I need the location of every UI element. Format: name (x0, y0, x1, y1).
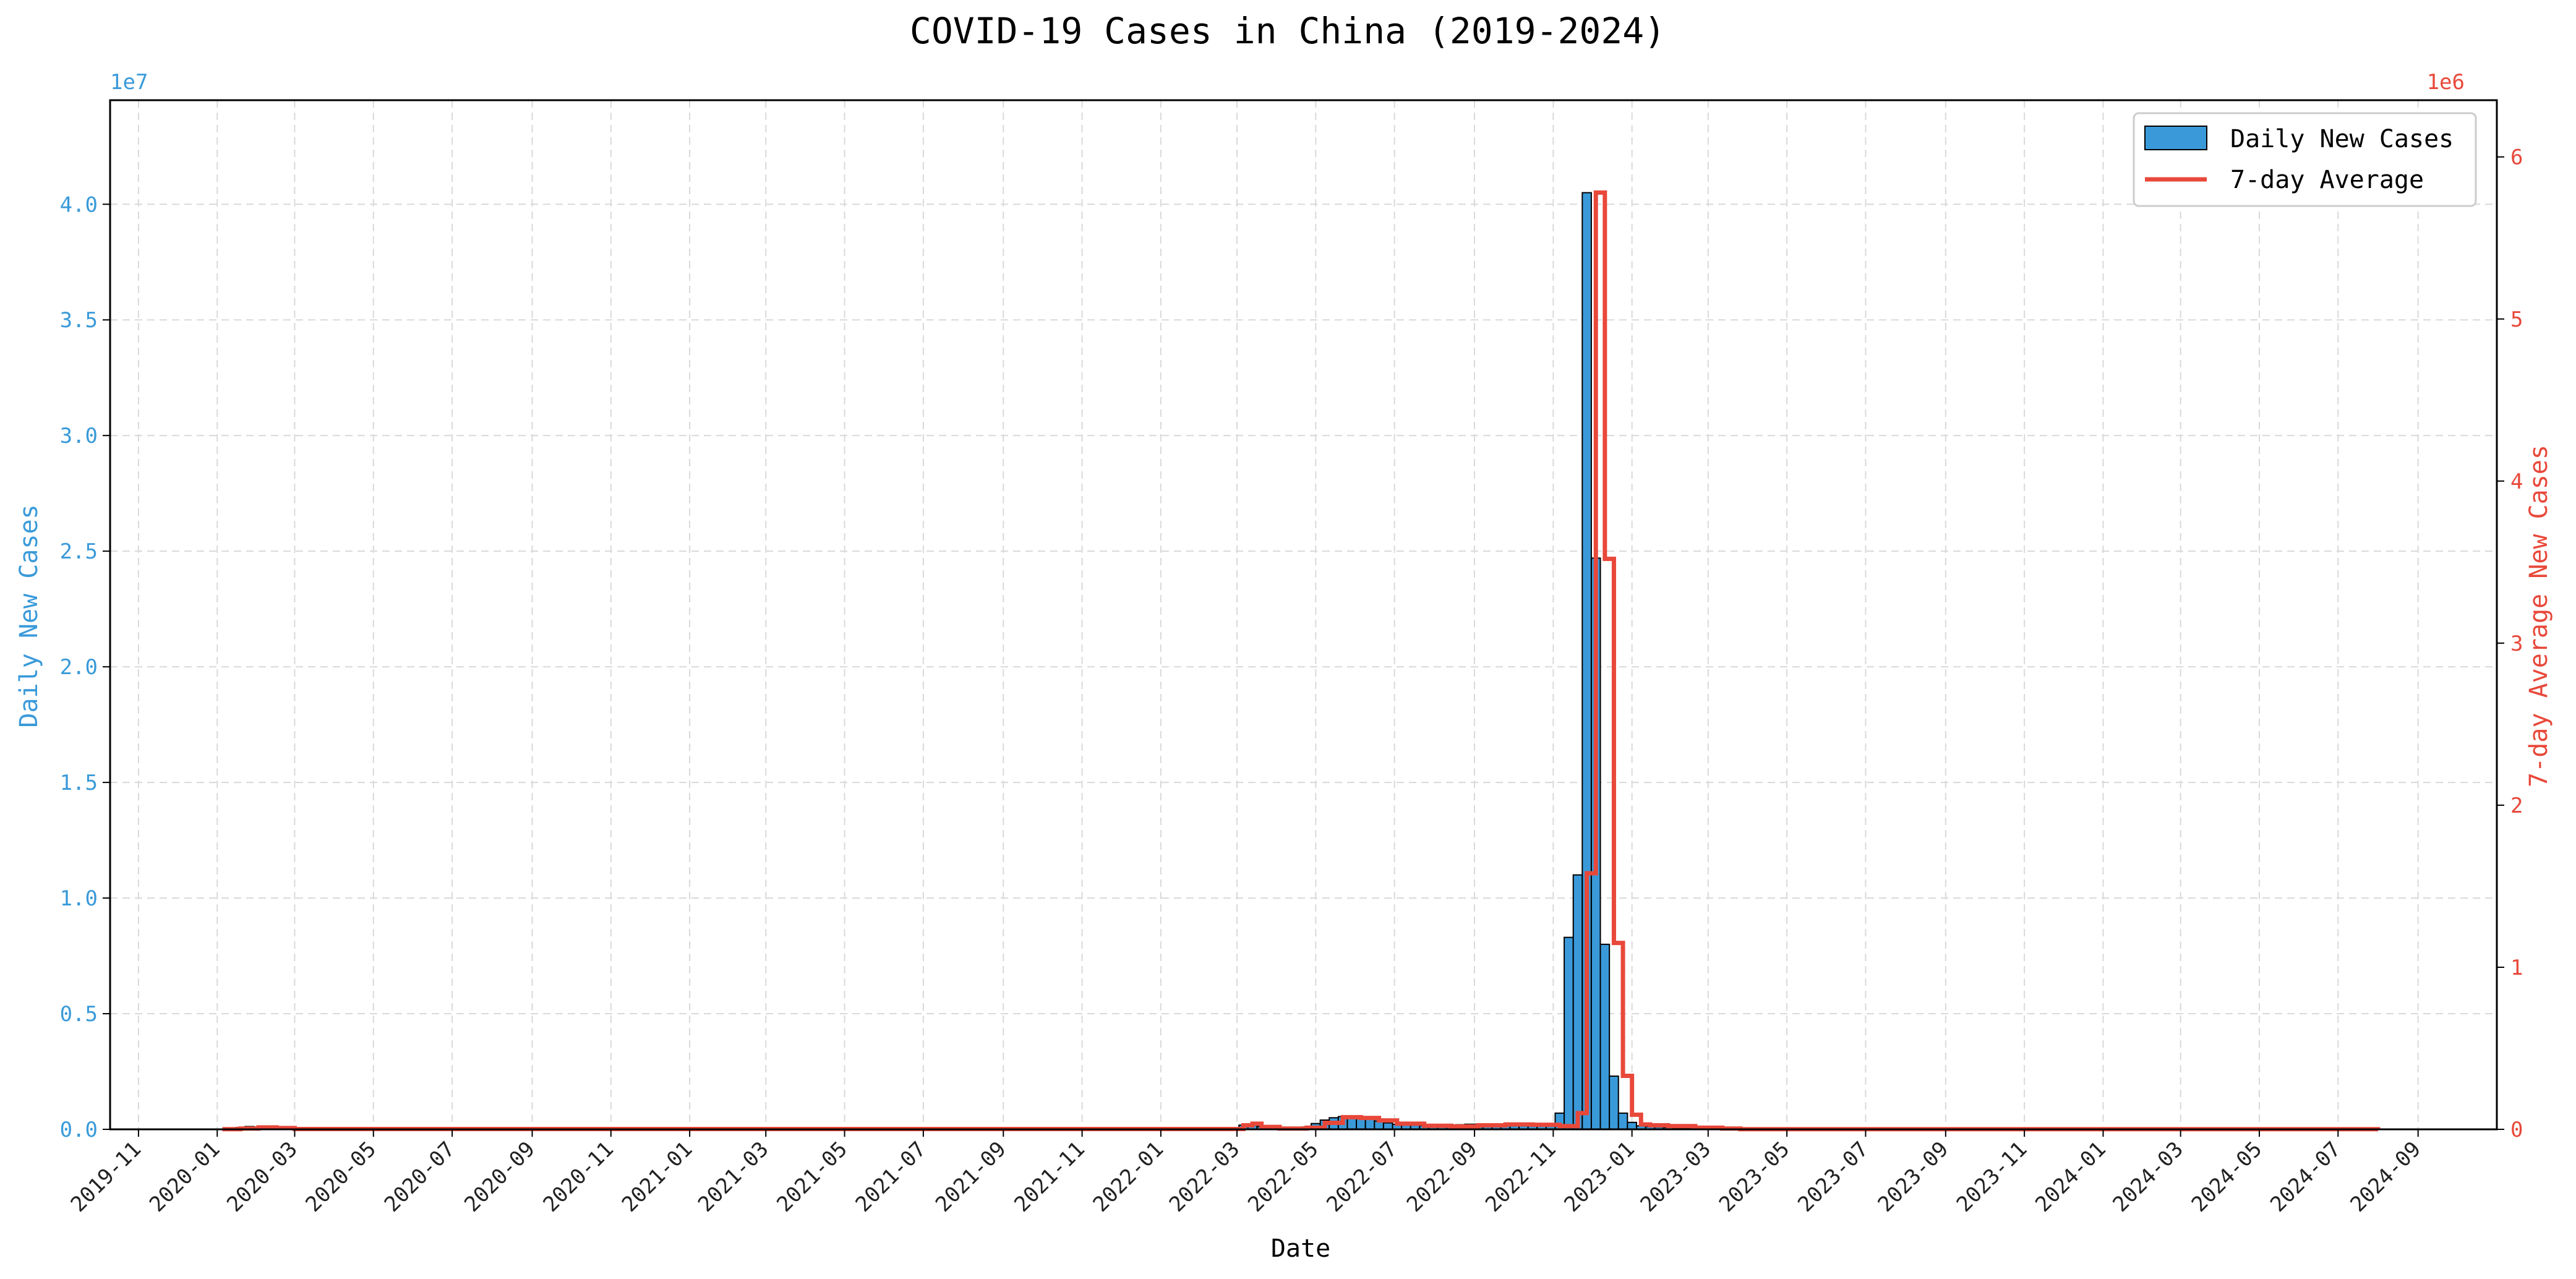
legend-label-bars: Daily New Cases (2230, 125, 2454, 153)
y-left-tick-label: 1.5 (60, 771, 98, 795)
legend-box (2133, 112, 2477, 207)
y-left-tick-label: 4.0 (60, 192, 98, 217)
y-axis-left: 0.0 0.5 1.0 1.5 2.0 2.5 3.0 3.5 4.0 (60, 192, 110, 1142)
daily-bars (217, 192, 1728, 1131)
y-left-tick-label: 3.0 (60, 424, 98, 448)
y-right-tick-label: 0 (2510, 1118, 2523, 1142)
daily-bar (1617, 1112, 1628, 1130)
y-axis-left-multiplier: 1e7 (110, 70, 148, 95)
y-right-tick-label: 5 (2510, 307, 2523, 332)
y-left-tick-label: 0.0 (60, 1118, 98, 1142)
daily-bar (1599, 943, 1611, 1130)
legend: Daily New Cases 7-day Average (2133, 112, 2477, 207)
y-right-tick-label: 2 (2510, 793, 2523, 818)
daily-bar (1564, 936, 1574, 1131)
y-left-tick-label: 2.0 (60, 655, 98, 680)
y-right-tick-label: 1 (2510, 956, 2523, 980)
x-axis-label: Date (1271, 1234, 1330, 1263)
chart-title: COVID-19 Cases in China (2019-2024) (910, 10, 1666, 52)
daily-bar (1627, 1121, 1637, 1130)
daily-bar (1364, 1118, 1376, 1130)
plot-frame (109, 99, 2498, 1131)
y-right-tick-label: 6 (2510, 145, 2523, 170)
y-right-tick-label: 3 (2510, 631, 2523, 656)
y-left-tick-label: 3.5 (60, 308, 98, 333)
daily-bar (1572, 874, 1583, 1131)
average-line-group (222, 190, 2381, 1132)
grid (110, 100, 2497, 1130)
legend-label-line: 7-day Average (2230, 166, 2424, 194)
y-right-tick-label: 4 (2510, 469, 2523, 494)
y-left-tick-label: 0.5 (60, 1002, 98, 1027)
y-axis-right-label: 7-day Average New Cases (2525, 445, 2553, 787)
y-left-tick-label: 2.5 (60, 539, 98, 564)
y-left-tick-label: 1.0 (60, 886, 98, 911)
daily-bar (1382, 1122, 1393, 1131)
daily-bar (1609, 1075, 1619, 1130)
y-axis-right: 0 1 2 3 4 5 6 (2497, 145, 2523, 1142)
y-axis-left-label: Daily New Cases (15, 504, 43, 727)
legend-swatch-bars (2144, 126, 2207, 150)
y-axis-right-multiplier: 1e6 (2427, 70, 2465, 95)
average-line (222, 190, 2381, 1132)
